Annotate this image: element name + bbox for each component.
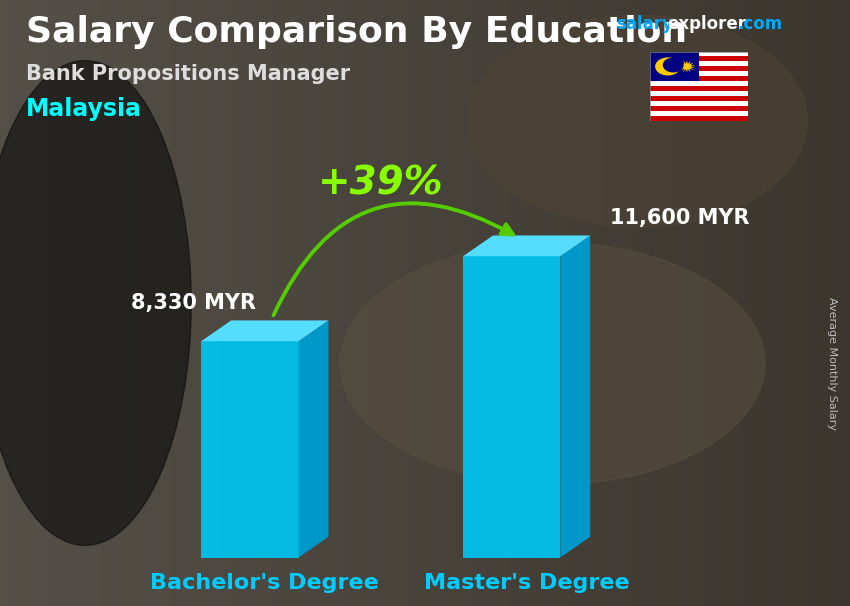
Text: Malaysia: Malaysia (26, 97, 141, 121)
Text: Bachelor's Degree: Bachelor's Degree (150, 573, 379, 593)
Ellipse shape (468, 15, 808, 227)
Text: Master's Degree: Master's Degree (424, 573, 630, 593)
Bar (650, 52, 748, 56)
Ellipse shape (340, 242, 765, 485)
Bar (650, 76, 748, 81)
Polygon shape (298, 321, 328, 558)
Bar (650, 67, 748, 72)
Bar (650, 116, 748, 121)
Polygon shape (201, 321, 328, 341)
Text: 8,330 MYR: 8,330 MYR (131, 293, 257, 313)
Bar (650, 101, 748, 106)
Text: .com: .com (737, 15, 782, 33)
Ellipse shape (0, 61, 191, 545)
Text: explorer: explorer (667, 15, 746, 33)
Bar (463, 256, 560, 558)
Bar (650, 92, 748, 96)
Circle shape (655, 58, 681, 76)
Bar (650, 81, 748, 87)
Bar (650, 52, 699, 81)
Bar (201, 341, 298, 558)
Text: Average Monthly Salary: Average Monthly Salary (827, 297, 837, 430)
Bar (650, 96, 748, 101)
Bar (650, 112, 748, 116)
Text: Bank Propositions Manager: Bank Propositions Manager (26, 64, 349, 84)
Bar (650, 72, 748, 76)
Circle shape (663, 58, 683, 73)
Polygon shape (463, 236, 590, 256)
Text: 11,600 MYR: 11,600 MYR (610, 208, 750, 228)
Text: +39%: +39% (318, 165, 444, 202)
Text: Salary Comparison By Education: Salary Comparison By Education (26, 15, 687, 49)
Bar (650, 106, 748, 112)
Bar (650, 56, 748, 61)
Polygon shape (560, 236, 590, 558)
Bar (650, 87, 748, 92)
Bar (650, 61, 748, 67)
Polygon shape (678, 60, 695, 73)
Text: salary: salary (616, 15, 673, 33)
